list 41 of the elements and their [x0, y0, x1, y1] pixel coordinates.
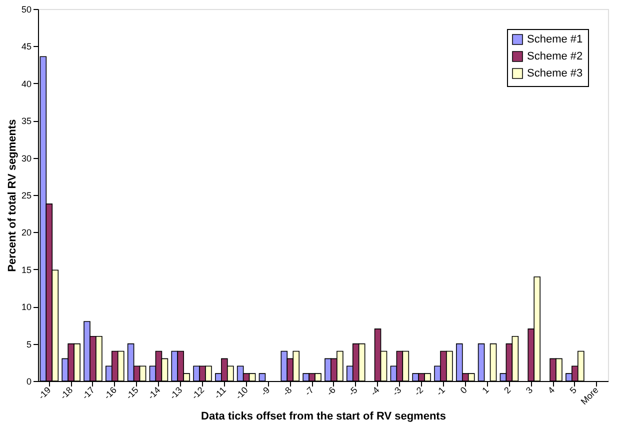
- x-tick-label: -12: [190, 384, 206, 402]
- x-tick-label: 4: [546, 384, 557, 396]
- x-tick-label: -5: [346, 384, 360, 398]
- x-tick-label: -19: [36, 384, 53, 402]
- x-axis-title: Data ticks offset from the start of RV segments: [201, 410, 446, 423]
- x-tick-label: -1: [434, 384, 448, 398]
- x-tick-label: 0: [458, 384, 469, 396]
- x-tick-label: -18: [58, 384, 75, 402]
- legend-label: Scheme #1: [527, 34, 583, 46]
- x-tick-label: -9: [259, 384, 272, 398]
- x-tick-label: 5: [568, 384, 578, 396]
- y-tick-label: 5: [26, 339, 32, 350]
- y-tick-label: 25: [21, 190, 32, 200]
- x-tick-label: 2: [502, 384, 513, 396]
- x-tick-label: -10: [234, 384, 250, 402]
- x-tick-label: -17: [80, 384, 97, 402]
- y-tick-label: 15: [21, 264, 32, 275]
- y-axis-title: Percent of total RV segments: [6, 119, 18, 272]
- legend-label: Scheme #3: [527, 68, 583, 80]
- y-tick-label: 20: [21, 228, 32, 238]
- y-tick-label: 0: [26, 376, 32, 386]
- y-tick-label: 45: [21, 42, 32, 52]
- y-tick-label: 50: [21, 4, 32, 14]
- x-tick-label: -14: [146, 384, 162, 402]
- legend-label: Scheme #2: [527, 50, 583, 62]
- x-tick-label: -15: [124, 384, 140, 402]
- x-tick-label: 1: [480, 384, 491, 396]
- x-tick-label: -6: [324, 384, 338, 398]
- y-tick-label: 10: [21, 302, 32, 312]
- y-tick-label: 35: [21, 116, 32, 126]
- y-tick-label: 30: [21, 153, 32, 164]
- x-tick-label: 3: [524, 384, 535, 396]
- x-tick-label: -11: [212, 384, 228, 401]
- y-tick-label: 40: [21, 78, 32, 89]
- x-tick-label: -3: [390, 384, 404, 398]
- x-tick-label: -4: [368, 384, 382, 398]
- x-tick-label: -13: [168, 384, 184, 402]
- x-tick-label: -16: [102, 384, 118, 402]
- x-tick-label: -2: [412, 384, 426, 398]
- x-tick-label: -7: [302, 384, 316, 398]
- x-tick-label: -8: [280, 384, 294, 398]
